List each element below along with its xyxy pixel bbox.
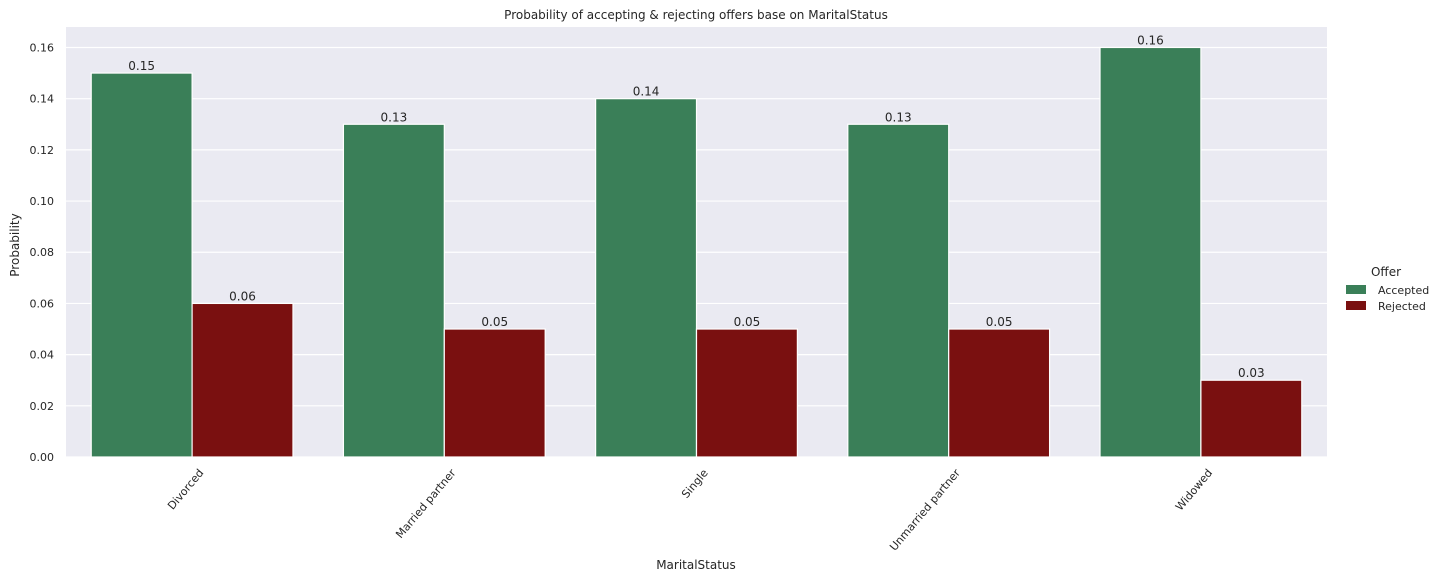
bars: [90, 46, 1303, 458]
y-tick-labels: 0.00 0.02 0.04 0.06 0.08 0.10 0.12 0.14 0.16: [30, 41, 55, 464]
y-axis-label: Probability: [8, 213, 22, 276]
bar-rejected-widowed: [1200, 379, 1303, 458]
bar-value-label: 0.14: [633, 85, 660, 99]
bar-value-label: 0.16: [1137, 33, 1164, 47]
bar-value-label: 0.03: [1238, 366, 1265, 380]
legend-swatch-rejected: [1346, 301, 1366, 310]
x-tick-labels: Divorced Married partner Single Unmarried p…: [165, 466, 1215, 553]
legend: Offer Accepted Rejected: [1346, 265, 1429, 313]
bar-labels: 0.15 0.06 0.13 0.05 0.14 0.05 0.13 0.05 0.16 0.03: [128, 33, 1264, 380]
legend-swatch-accepted: [1346, 285, 1366, 294]
legend-label-accepted: Accepted: [1378, 284, 1429, 297]
y-tick-label: 0.04: [30, 349, 55, 362]
y-tick-label: 0.06: [30, 297, 55, 310]
bar-accepted-widowed: [1099, 46, 1202, 458]
x-tick-label: Divorced: [165, 467, 206, 513]
x-tick-label: Unmarried partner: [887, 466, 963, 553]
bar-rejected-single: [695, 328, 798, 458]
x-tick-label: Married partner: [393, 466, 459, 541]
bar-accepted-unmarried-partner: [847, 123, 950, 458]
y-tick-label: 0.16: [30, 41, 55, 54]
legend-label-rejected: Rejected: [1378, 300, 1426, 313]
y-tick-label: 0.12: [30, 144, 55, 157]
x-axis-label: MaritalStatus: [656, 558, 736, 572]
bar-value-label: 0.15: [128, 59, 155, 73]
legend-title: Offer: [1371, 265, 1401, 279]
bar-accepted-married-partner: [342, 123, 445, 458]
bar-value-label: 0.05: [986, 315, 1013, 329]
bar-value-label: 0.05: [481, 315, 508, 329]
y-tick-label: 0.10: [30, 195, 55, 208]
bar-rejected-married-partner: [443, 328, 546, 458]
y-tick-label: 0.02: [30, 400, 55, 413]
y-tick-label: 0.00: [30, 451, 55, 464]
bar-rejected-unmarried-partner: [948, 328, 1051, 458]
x-tick-label: Single: [679, 466, 711, 500]
bar-value-label: 0.13: [885, 110, 912, 124]
bar-accepted-divorced: [90, 72, 193, 458]
bar-value-label: 0.06: [229, 289, 256, 303]
bar-value-label: 0.05: [734, 315, 761, 329]
y-tick-label: 0.08: [30, 246, 55, 259]
bar-value-label: 0.13: [381, 110, 408, 124]
y-tick-label: 0.14: [30, 93, 55, 106]
chart-title: Probability of accepting & rejecting off…: [504, 8, 888, 22]
bar-accepted-single: [595, 98, 698, 458]
x-tick-label: Widowed: [1173, 467, 1215, 514]
bar-rejected-divorced: [191, 302, 294, 458]
